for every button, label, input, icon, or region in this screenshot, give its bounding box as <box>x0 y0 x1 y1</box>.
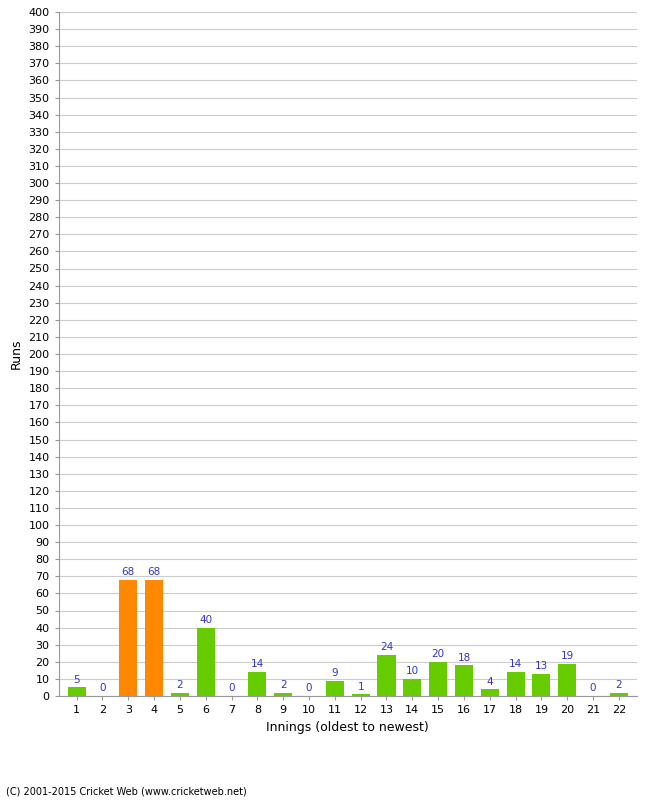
Y-axis label: Runs: Runs <box>10 338 23 370</box>
Bar <box>532 674 551 696</box>
Text: 0: 0 <box>228 683 235 694</box>
Text: 2: 2 <box>280 680 287 690</box>
Text: 5: 5 <box>73 675 80 685</box>
Text: 40: 40 <box>199 615 213 625</box>
Text: 14: 14 <box>509 659 522 670</box>
Bar <box>145 580 163 696</box>
Bar <box>506 672 525 696</box>
Text: 0: 0 <box>590 683 596 694</box>
Bar <box>378 655 396 696</box>
X-axis label: Innings (oldest to newest): Innings (oldest to newest) <box>266 721 429 734</box>
Bar <box>558 663 577 696</box>
Text: 20: 20 <box>432 650 445 659</box>
Text: 14: 14 <box>251 659 264 670</box>
Text: (C) 2001-2015 Cricket Web (www.cricketweb.net): (C) 2001-2015 Cricket Web (www.cricketwe… <box>6 786 247 796</box>
Text: 24: 24 <box>380 642 393 652</box>
Text: 18: 18 <box>458 653 471 662</box>
Text: 2: 2 <box>616 680 622 690</box>
Text: 0: 0 <box>99 683 106 694</box>
Bar <box>352 694 370 696</box>
Bar <box>610 693 628 696</box>
Bar <box>403 679 421 696</box>
Text: 0: 0 <box>306 683 312 694</box>
Bar <box>429 662 447 696</box>
Bar <box>455 666 473 696</box>
Text: 68: 68 <box>148 567 161 577</box>
Text: 9: 9 <box>332 668 338 678</box>
Text: 2: 2 <box>177 680 183 690</box>
Bar <box>197 627 214 696</box>
Bar <box>119 580 137 696</box>
Text: 19: 19 <box>561 651 574 661</box>
Bar <box>326 681 344 696</box>
Text: 10: 10 <box>406 666 419 676</box>
Text: 68: 68 <box>122 567 135 577</box>
Bar <box>171 693 189 696</box>
Bar <box>274 693 292 696</box>
Bar <box>481 689 499 696</box>
Bar <box>68 687 86 696</box>
Text: 4: 4 <box>486 677 493 686</box>
Bar <box>248 672 266 696</box>
Text: 1: 1 <box>358 682 364 692</box>
Text: 13: 13 <box>535 662 548 671</box>
